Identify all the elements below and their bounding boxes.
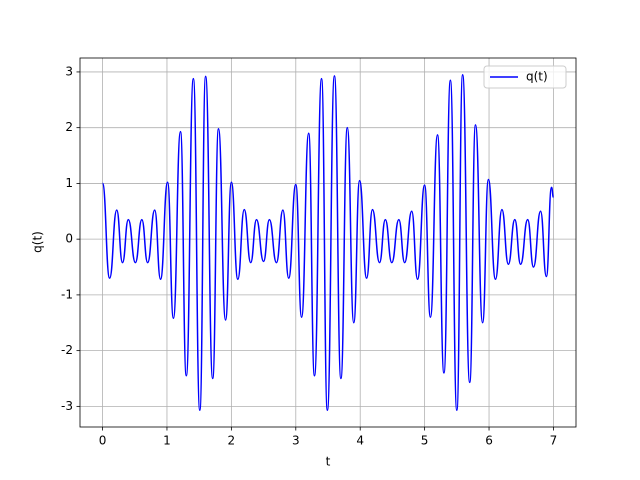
x-tick-label: 3 <box>292 434 300 448</box>
legend-box <box>483 65 567 89</box>
y-tick-label: -1 <box>61 287 73 301</box>
plot-area <box>101 73 555 412</box>
y-axis-label: q(t) <box>31 231 45 253</box>
line-series <box>101 73 555 412</box>
ticks: 0 1 2 3 4 5 6 7 -3 -2 -1 0 1 2 3 <box>61 64 557 447</box>
x-tick-label: 0 <box>99 434 107 448</box>
axes-frame <box>79 57 577 428</box>
y-tick-label: -2 <box>61 343 73 357</box>
y-tick-label: -3 <box>61 399 73 413</box>
x-axis-label: t <box>326 455 331 469</box>
legend: q(t) <box>483 65 567 89</box>
x-tick-label: 2 <box>228 434 236 448</box>
grid <box>80 58 576 427</box>
x-tick-label: 1 <box>163 434 171 448</box>
y-tick-label: 2 <box>65 120 73 134</box>
y-tick-label: 1 <box>65 176 73 190</box>
x-tick-label: 7 <box>550 434 558 448</box>
y-tick-label: 0 <box>65 232 73 246</box>
x-tick-label: 6 <box>485 434 493 448</box>
x-tick-label: 5 <box>421 434 429 448</box>
legend-label: q(t) <box>526 70 548 84</box>
x-tick-label: 4 <box>356 434 364 448</box>
y-tick-label: 3 <box>65 64 73 78</box>
